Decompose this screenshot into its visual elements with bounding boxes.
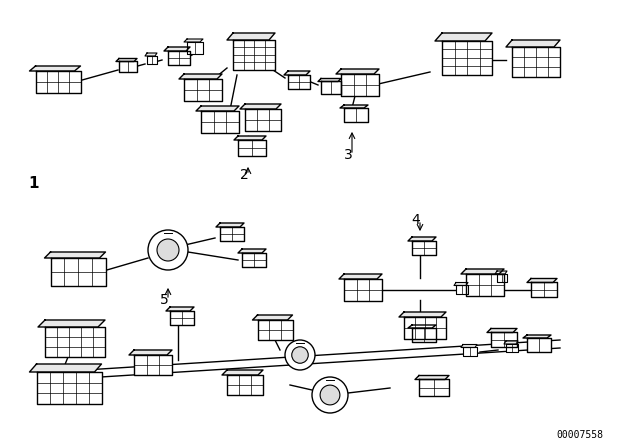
Polygon shape <box>134 355 172 375</box>
Polygon shape <box>466 274 504 296</box>
Polygon shape <box>227 33 275 40</box>
Polygon shape <box>253 315 292 320</box>
Polygon shape <box>222 370 263 375</box>
Polygon shape <box>344 108 368 122</box>
Polygon shape <box>408 237 436 241</box>
Polygon shape <box>36 372 102 404</box>
Polygon shape <box>119 61 137 73</box>
Polygon shape <box>284 71 310 75</box>
Polygon shape <box>435 33 492 41</box>
Polygon shape <box>408 325 436 328</box>
Polygon shape <box>531 283 557 297</box>
Polygon shape <box>419 379 449 396</box>
Polygon shape <box>491 332 517 348</box>
Polygon shape <box>166 307 194 311</box>
Polygon shape <box>336 69 379 74</box>
Polygon shape <box>454 283 468 285</box>
Polygon shape <box>29 66 81 71</box>
Circle shape <box>292 347 308 363</box>
Polygon shape <box>51 258 106 286</box>
Circle shape <box>320 385 340 405</box>
Polygon shape <box>240 104 281 109</box>
Polygon shape <box>341 74 379 96</box>
Polygon shape <box>201 111 239 133</box>
Polygon shape <box>339 274 382 279</box>
Polygon shape <box>257 320 292 340</box>
Polygon shape <box>220 227 244 241</box>
Polygon shape <box>187 42 203 54</box>
Polygon shape <box>38 320 105 327</box>
Polygon shape <box>168 51 190 65</box>
Circle shape <box>157 239 179 261</box>
Polygon shape <box>512 47 560 77</box>
Polygon shape <box>463 348 477 357</box>
Polygon shape <box>461 345 477 348</box>
Polygon shape <box>442 41 492 75</box>
Polygon shape <box>233 40 275 70</box>
Polygon shape <box>506 40 560 47</box>
Polygon shape <box>497 274 507 282</box>
Polygon shape <box>234 136 266 140</box>
Polygon shape <box>487 328 517 332</box>
Polygon shape <box>184 39 203 42</box>
Text: 4: 4 <box>412 213 420 227</box>
Polygon shape <box>170 311 194 325</box>
Polygon shape <box>164 47 190 51</box>
Polygon shape <box>196 106 239 111</box>
Polygon shape <box>527 279 557 283</box>
Polygon shape <box>399 312 446 317</box>
Text: 3: 3 <box>344 148 353 162</box>
Polygon shape <box>288 75 310 89</box>
Polygon shape <box>461 269 504 274</box>
Text: 5: 5 <box>159 293 168 307</box>
Polygon shape <box>495 271 507 274</box>
Polygon shape <box>242 253 266 267</box>
Circle shape <box>312 377 348 413</box>
Polygon shape <box>45 252 106 258</box>
Circle shape <box>148 230 188 270</box>
Polygon shape <box>318 78 341 82</box>
Polygon shape <box>456 285 468 294</box>
Circle shape <box>285 340 315 370</box>
Polygon shape <box>523 335 551 338</box>
Polygon shape <box>415 375 449 379</box>
Polygon shape <box>216 223 244 227</box>
Polygon shape <box>238 140 266 156</box>
Polygon shape <box>527 338 551 352</box>
Polygon shape <box>147 56 157 64</box>
Polygon shape <box>344 279 382 301</box>
Polygon shape <box>129 350 172 355</box>
Polygon shape <box>116 59 137 61</box>
Text: 1: 1 <box>28 176 38 191</box>
Polygon shape <box>404 317 446 339</box>
Polygon shape <box>227 375 263 395</box>
Polygon shape <box>35 71 81 93</box>
Polygon shape <box>504 341 518 344</box>
Polygon shape <box>506 344 518 352</box>
Polygon shape <box>321 82 341 95</box>
Polygon shape <box>145 53 157 56</box>
Polygon shape <box>45 327 105 357</box>
Text: 2: 2 <box>239 168 248 182</box>
Polygon shape <box>238 249 266 253</box>
Polygon shape <box>29 364 102 372</box>
Text: 00007558: 00007558 <box>557 430 604 440</box>
Polygon shape <box>412 241 436 255</box>
Polygon shape <box>412 328 436 342</box>
Polygon shape <box>184 79 222 101</box>
Polygon shape <box>179 74 222 79</box>
Polygon shape <box>245 109 281 131</box>
Polygon shape <box>340 105 368 108</box>
